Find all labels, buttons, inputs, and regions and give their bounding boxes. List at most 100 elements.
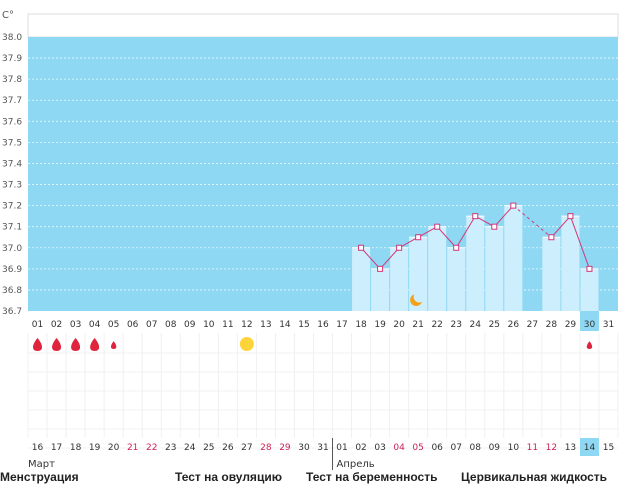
temperature-point[interactable] — [377, 265, 384, 272]
temperature-bar[interactable] — [447, 247, 466, 311]
temperature-line — [360, 247, 381, 270]
temperature-bar[interactable] — [485, 226, 504, 311]
bottom-day-label: 02 — [355, 443, 366, 453]
top-day-label: 15 — [298, 320, 309, 330]
menstruation-drop-icon[interactable] — [71, 338, 81, 351]
bottom-day-label: 13 — [565, 443, 576, 453]
temperature-bar[interactable] — [504, 205, 523, 311]
top-day-label: 31 — [603, 320, 614, 330]
temperature-point[interactable] — [586, 265, 593, 272]
temperature-point[interactable] — [358, 244, 365, 251]
top-day-label: 13 — [260, 320, 271, 330]
top-day-label: 22 — [431, 320, 442, 330]
menstruation-drop-icon[interactable] — [90, 338, 100, 351]
temperature-point[interactable] — [453, 244, 460, 251]
top-day-label: 30 — [584, 320, 596, 330]
bottom-day-label: 05 — [412, 443, 423, 453]
bottom-day-label: 29 — [279, 443, 291, 453]
bottom-day-label: 15 — [603, 443, 614, 453]
events-grid — [28, 333, 618, 438]
bottom-day-label: 01 — [336, 443, 347, 453]
top-day-label: 23 — [450, 320, 461, 330]
top-day-label: 04 — [89, 320, 101, 330]
top-day-label: 11 — [222, 320, 233, 330]
temperature-point[interactable] — [434, 223, 441, 230]
plot-top-band — [27, 13, 619, 38]
temperature-bar[interactable] — [390, 247, 409, 311]
y-tick-label: 37.9 — [2, 54, 22, 64]
menstruation-drop-icon[interactable] — [52, 338, 62, 351]
legend-menstruation[interactable]: Менструация — [0, 470, 79, 484]
temperature-bar[interactable] — [580, 268, 599, 311]
selected-day-cell[interactable] — [579, 311, 599, 331]
top-day-label: 24 — [470, 320, 482, 330]
top-day-label: 26 — [508, 320, 520, 330]
y-tick-label: 37.1 — [2, 223, 22, 233]
temperature-point[interactable] — [491, 223, 498, 230]
bottom-day-label: 17 — [51, 443, 62, 453]
bottom-day-label: 30 — [298, 443, 310, 453]
top-day-label: 09 — [184, 320, 196, 330]
menstruation-drop-icon[interactable] — [33, 338, 43, 351]
top-day-label: 02 — [51, 320, 62, 330]
temperature-bar[interactable] — [428, 226, 447, 311]
temperature-chart: C° 38.0 37.9 37.8 37.7 37.6 37.5 37.4 37.3 37.2 37… — [2, 10, 619, 470]
temperature-bar[interactable] — [371, 268, 390, 311]
moon-icon-cutout — [413, 291, 425, 303]
menstruation-drop-icon[interactable] — [586, 341, 593, 349]
top-day-label: 07 — [146, 320, 157, 330]
top-day-label: 20 — [393, 320, 405, 330]
top-day-label: 25 — [489, 320, 500, 330]
y-tick-label: 38.0 — [2, 33, 22, 43]
temperature-point[interactable] — [415, 234, 422, 241]
top-day-label: 05 — [108, 320, 119, 330]
top-day-label: 14 — [279, 320, 291, 330]
month-label-march: Март — [28, 459, 55, 470]
legend-cervical-fluid[interactable]: Цервикальная жидкость — [461, 470, 608, 484]
temperature-line — [398, 236, 419, 249]
bottom-day-label: 03 — [374, 443, 385, 453]
bottom-day-label: 14 — [584, 443, 596, 453]
y-tick-label: 36.8 — [2, 286, 22, 296]
bottom-day-label: 11 — [527, 443, 538, 453]
bottom-day-label: 27 — [241, 443, 252, 453]
y-tick-label: 37.4 — [2, 159, 22, 169]
temperature-bar[interactable] — [542, 237, 561, 311]
bottom-day-label: 20 — [108, 443, 120, 453]
bottom-day-label: 19 — [89, 443, 101, 453]
top-day-label: 03 — [70, 320, 81, 330]
legend-pregnancy-test[interactable]: Тест на беременность — [306, 470, 438, 484]
today-cell[interactable] — [579, 438, 599, 456]
legend-ovulation-test[interactable]: Тест на овуляцию — [175, 470, 282, 484]
y-tick-label: 37.7 — [2, 96, 22, 106]
bottom-day-label: 25 — [203, 443, 214, 453]
unit-label: C° — [2, 10, 14, 21]
y-tick-label: 37.3 — [2, 181, 22, 191]
y-tick-label: 37.0 — [2, 244, 22, 254]
temperature-line — [551, 215, 571, 238]
temperature-point[interactable] — [472, 213, 479, 220]
temperature-bar[interactable] — [352, 247, 371, 311]
temperature-point[interactable] — [548, 234, 555, 241]
temperature-line — [569, 215, 590, 270]
ovulation-sun-icon[interactable] — [239, 337, 254, 351]
menstruation-drop-icon[interactable] — [110, 341, 117, 349]
temperature-bar[interactable] — [561, 216, 580, 311]
bottom-day-label: 07 — [450, 443, 461, 453]
bottom-day-label: 18 — [70, 443, 82, 453]
top-day-label: 18 — [355, 320, 367, 330]
bottom-day-label: 08 — [470, 443, 482, 453]
temperature-point[interactable] — [510, 202, 517, 209]
top-day-label: 01 — [32, 320, 43, 330]
y-tick-label: 37.6 — [2, 117, 22, 127]
temperature-bar[interactable] — [409, 237, 428, 311]
temperature-point[interactable] — [396, 244, 403, 251]
temperature-point[interactable] — [567, 213, 574, 220]
bottom-day-label: 24 — [184, 443, 196, 453]
month-label-april: Апрель — [337, 459, 375, 470]
bottom-day-label: 09 — [489, 443, 501, 453]
top-day-label: 27 — [527, 320, 538, 330]
bottom-day-label: 22 — [146, 443, 157, 453]
temperature-bar[interactable] — [466, 216, 485, 311]
